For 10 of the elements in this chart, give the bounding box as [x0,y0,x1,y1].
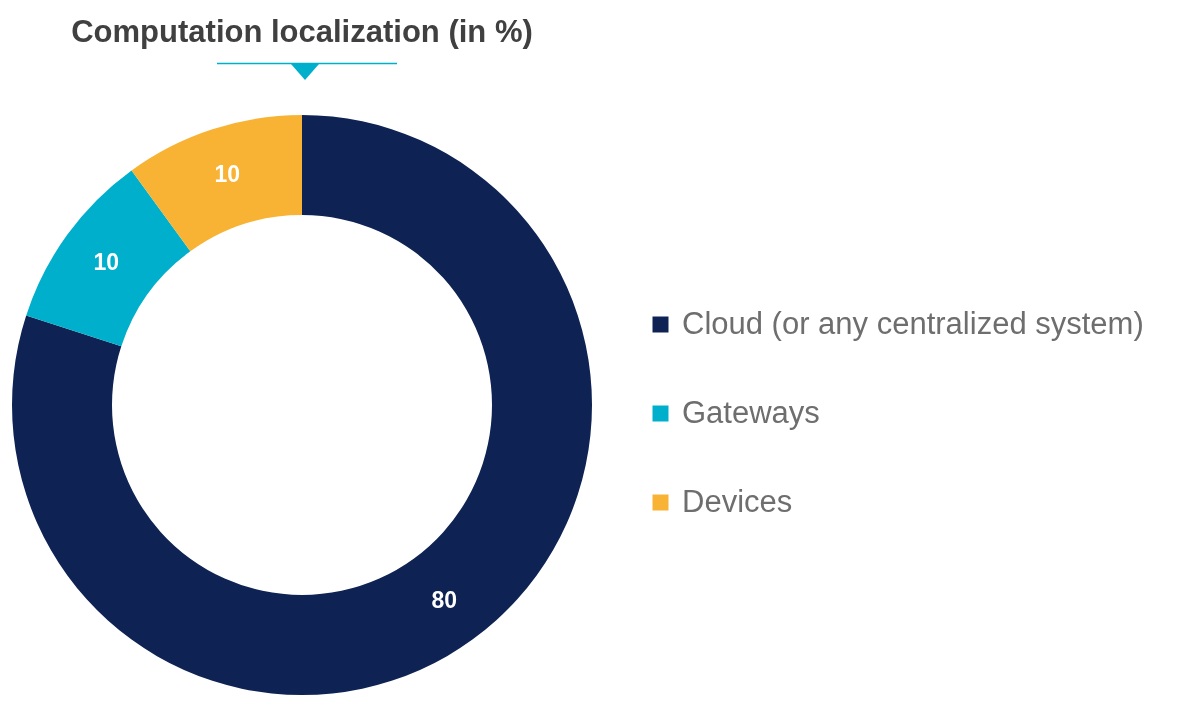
data-label: 10 [93,248,120,275]
data-label: 80 [431,586,458,613]
legend-label: Cloud (or any centralized system) [682,305,1144,341]
donut-slice [12,115,592,695]
donut-slice [131,115,302,252]
donut-slice [26,170,191,347]
legend-label: Gateways [682,394,820,430]
data-label: 10 [214,160,241,187]
legend-label: Devices [682,483,793,519]
chart-title: Computation localization (in %) [71,14,533,49]
